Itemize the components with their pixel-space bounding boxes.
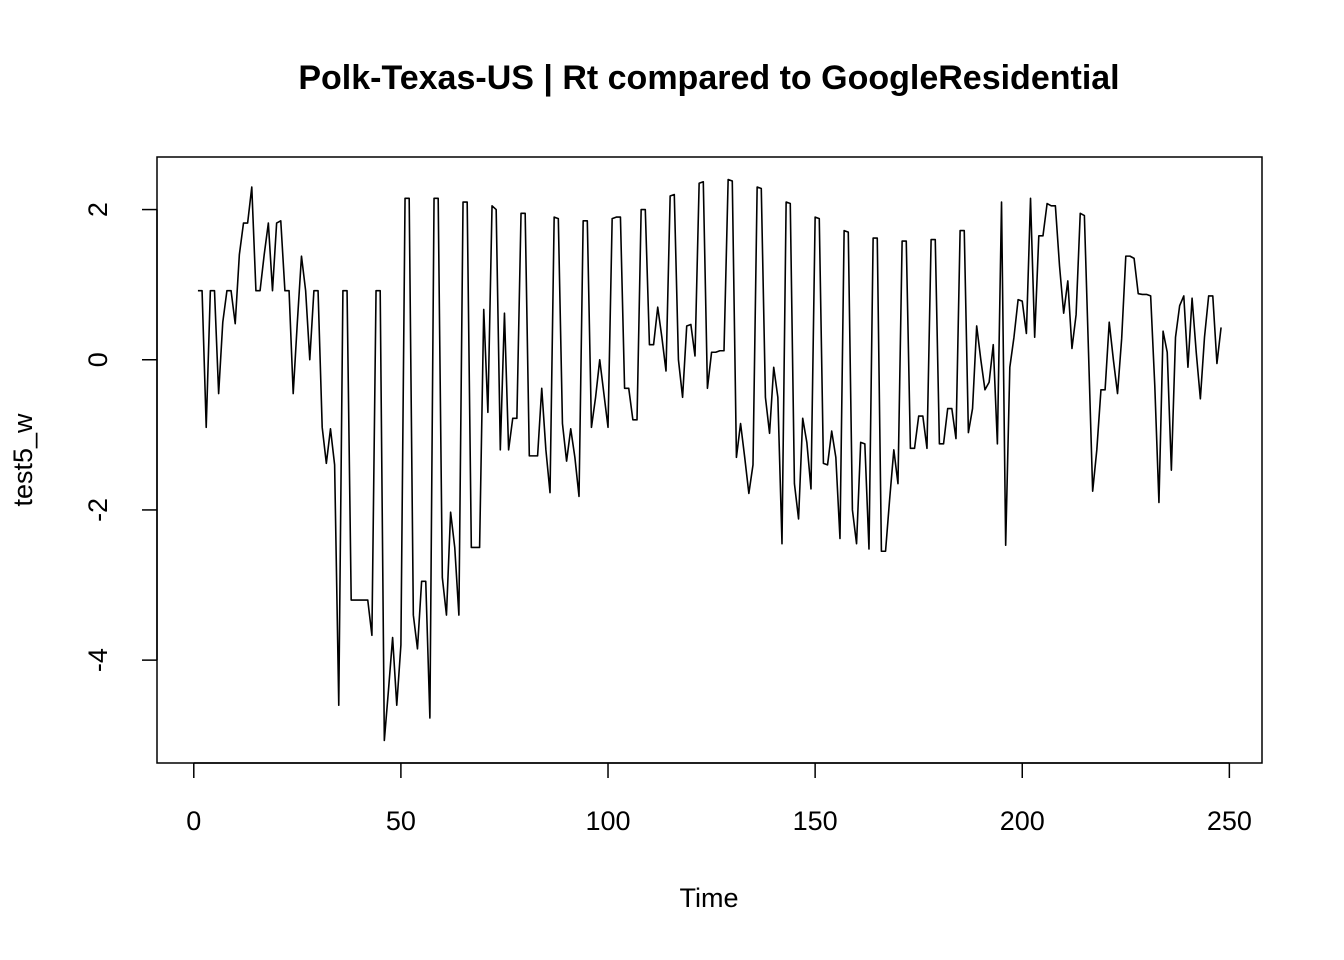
y-tick-label: 2 <box>83 202 113 217</box>
x-tick-label: 50 <box>386 806 416 836</box>
series-line <box>197 178 1222 742</box>
y-tick-label: -4 <box>83 648 113 672</box>
y-tick-label: 0 <box>83 352 113 367</box>
chart-title: Polk-Texas-US | Rt compared to GoogleRes… <box>298 59 1119 97</box>
x-tick-label: 100 <box>585 806 630 836</box>
x-tick-label: 0 <box>186 806 201 836</box>
y-tick-label: -2 <box>83 498 113 522</box>
x-tick-label: 200 <box>1000 806 1045 836</box>
x-tick-label: 250 <box>1207 806 1252 836</box>
x-tick-label: 150 <box>793 806 838 836</box>
y-axis-label: test5_w <box>8 413 38 507</box>
x-axis-label: Time <box>680 883 739 913</box>
